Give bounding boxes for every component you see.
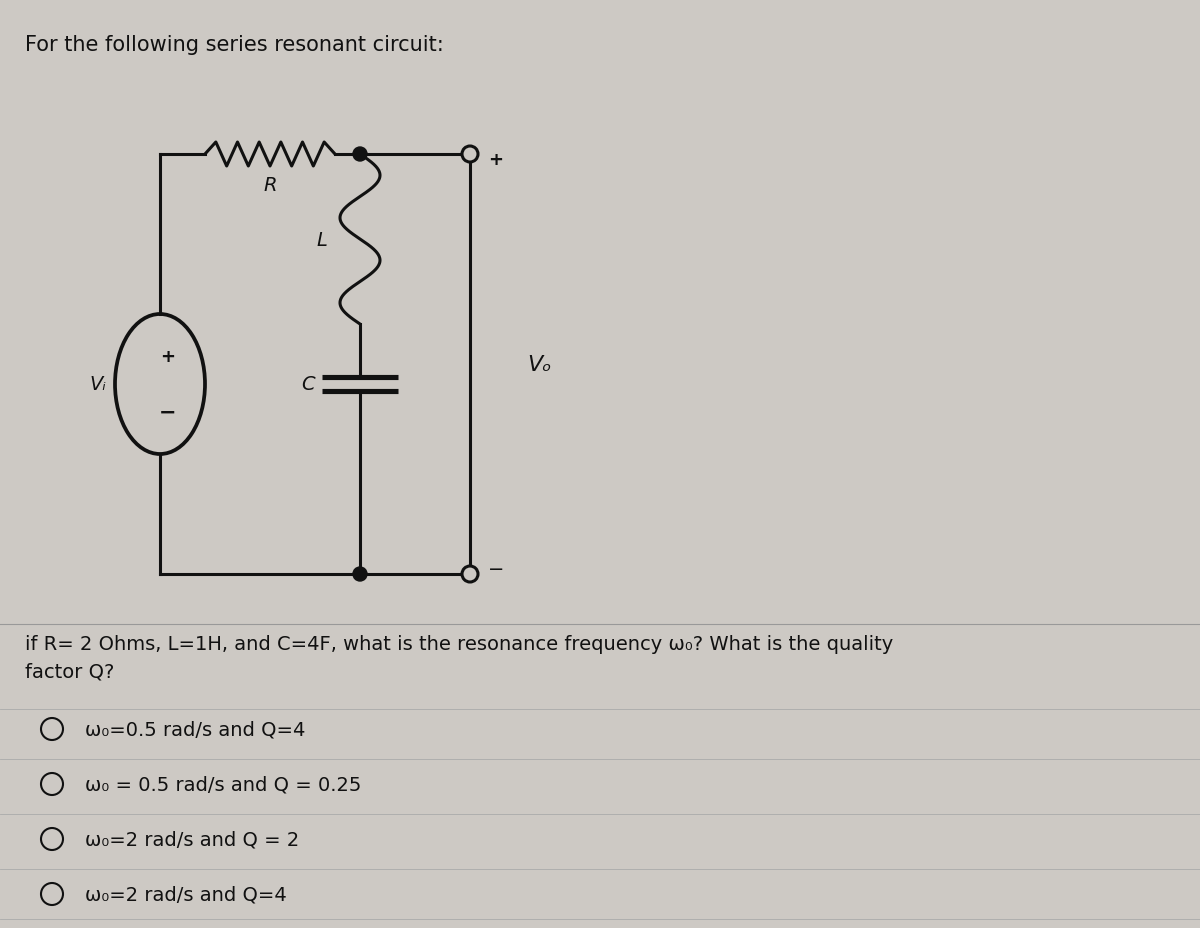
- Circle shape: [353, 148, 367, 161]
- Circle shape: [353, 567, 367, 581]
- Text: −: −: [160, 403, 176, 422]
- Circle shape: [462, 147, 478, 162]
- Text: +: +: [161, 348, 175, 366]
- Text: if R= 2 Ohms, L=1H, and C=4F, what is the resonance frequency ω₀? What is the qu: if R= 2 Ohms, L=1H, and C=4F, what is th…: [25, 635, 893, 681]
- Text: ω₀=2 rad/s and Q = 2: ω₀=2 rad/s and Q = 2: [85, 830, 299, 848]
- Text: L: L: [317, 230, 328, 250]
- Text: +: +: [488, 151, 503, 169]
- Text: −: −: [488, 560, 504, 579]
- Text: ω₀=2 rad/s and Q=4: ω₀=2 rad/s and Q=4: [85, 884, 287, 904]
- Text: Vₒ: Vₒ: [528, 354, 552, 375]
- Text: Vᵢ: Vᵢ: [90, 375, 107, 394]
- Text: ω₀=0.5 rad/s and Q=4: ω₀=0.5 rad/s and Q=4: [85, 720, 305, 739]
- Text: R: R: [263, 175, 277, 194]
- Text: C: C: [301, 375, 314, 394]
- Text: For the following series resonant circuit:: For the following series resonant circui…: [25, 35, 444, 55]
- Text: ω₀ = 0.5 rad/s and Q = 0.25: ω₀ = 0.5 rad/s and Q = 0.25: [85, 775, 361, 793]
- Circle shape: [462, 566, 478, 583]
